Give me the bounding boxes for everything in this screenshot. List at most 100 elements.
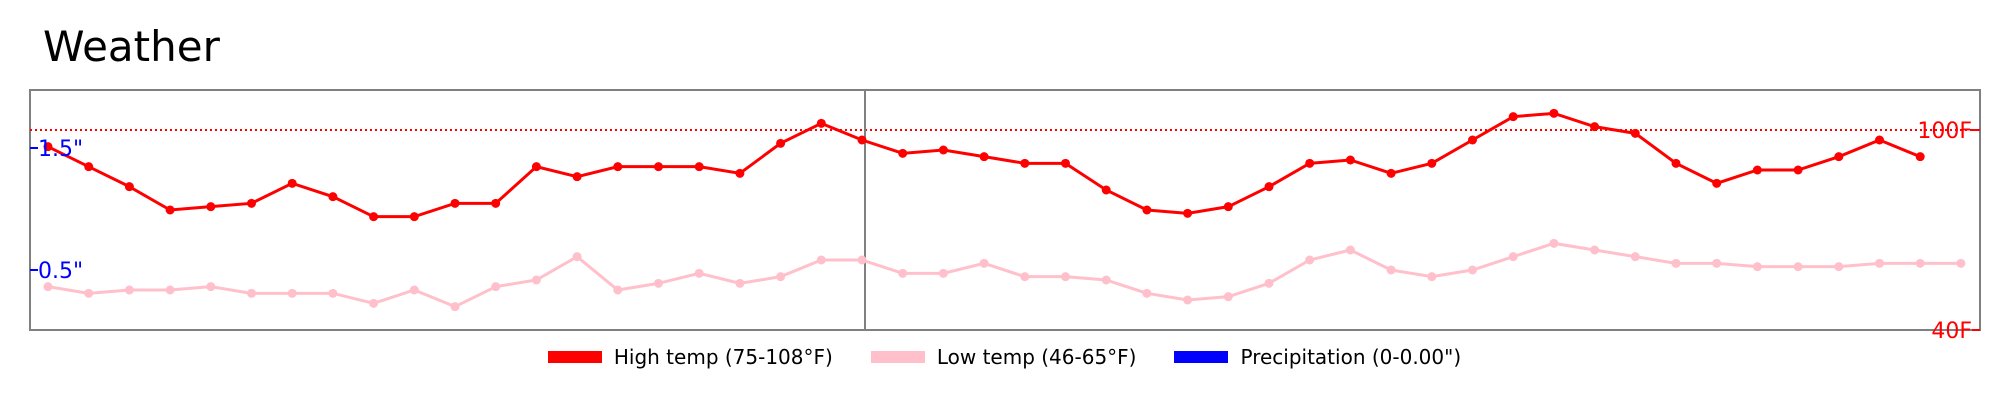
data-point-high [1101, 185, 1111, 195]
data-point-low [206, 282, 216, 292]
data-point-high [369, 212, 379, 222]
data-point-high [1630, 128, 1640, 138]
data-point-high [1142, 205, 1152, 215]
data-point-high [409, 212, 419, 222]
legend-label-precip: Precipitation (0-0.00") [1240, 345, 1462, 369]
data-point-low [1386, 265, 1396, 275]
data-point-high [613, 162, 623, 172]
data-point-low [979, 258, 989, 268]
legend-item-high: High temp (75-108°F) [547, 345, 833, 369]
data-point-low [1793, 262, 1803, 272]
data-point-low [1956, 258, 1966, 268]
data-point-low [491, 282, 501, 292]
data-point-high [1183, 208, 1193, 218]
data-point-high [694, 162, 704, 172]
data-point-high [1834, 152, 1844, 162]
data-point-high [1875, 135, 1884, 145]
data-point-low [1305, 255, 1315, 265]
data-point-low [1345, 245, 1355, 255]
data-point-low [735, 278, 745, 288]
data-point-low [613, 285, 623, 295]
data-point-high [1061, 158, 1070, 168]
data-point-low [369, 298, 379, 308]
data-point-high [1386, 168, 1396, 178]
data-point-high [1671, 158, 1681, 168]
tick-label-1-5in: 1.5" [38, 137, 83, 162]
data-point-low [572, 252, 582, 262]
data-point-low [898, 268, 908, 278]
data-point-high [776, 138, 786, 148]
data-point-low [1264, 278, 1274, 288]
weather-chart: 100F 40F 1.5" 0.5" [29, 89, 1981, 340]
data-point-low [776, 272, 786, 282]
data-point-high [1752, 165, 1762, 175]
legend-item-precip: Precipitation (0-0.00") [1174, 345, 1461, 369]
data-point-low [409, 285, 419, 295]
data-point-high [247, 198, 256, 208]
data-point-low [450, 302, 460, 312]
data-point-high [735, 168, 745, 178]
data-point-low [328, 288, 338, 298]
data-point-low [938, 268, 948, 278]
tick-label-40f: 40F [1931, 319, 1972, 340]
data-point-low [1549, 238, 1559, 248]
data-point-high [979, 152, 989, 162]
data-point-high [450, 198, 460, 208]
legend-item-low: Low temp (46-65°F) [870, 345, 1137, 369]
left-axis-ticks: 1.5" 0.5" [30, 137, 83, 284]
data-point-low [1183, 295, 1193, 305]
legend: High temp (75-108°F) Low temp (46-65°F) … [0, 345, 2009, 369]
data-point-high [938, 145, 948, 155]
data-point-low [43, 282, 53, 292]
data-point-high [1427, 158, 1437, 168]
data-point-low [247, 288, 256, 298]
data-point-low [1752, 262, 1762, 272]
data-point-high [1468, 135, 1477, 145]
plot-frame [29, 89, 1981, 331]
data-point-high [1915, 152, 1925, 162]
data-point-low [1712, 258, 1722, 268]
data-point-high [1305, 158, 1315, 168]
data-point-high [1712, 178, 1722, 188]
data-point-high [572, 172, 582, 182]
legend-swatch-high [547, 351, 602, 363]
data-point-low [857, 255, 867, 265]
data-point-low [1223, 292, 1233, 302]
data-point-high [328, 192, 338, 202]
data-point-high [124, 182, 134, 192]
data-point-high [816, 118, 826, 128]
data-point-high [1345, 155, 1355, 165]
data-point-high [654, 162, 663, 172]
data-point-high [165, 205, 175, 215]
data-point-low [1875, 258, 1884, 268]
data-point-high [1793, 165, 1803, 175]
data-point-low [1142, 288, 1152, 298]
data-point-high [1549, 108, 1559, 118]
data-point-high [898, 148, 908, 158]
series-line-low [47, 241, 1961, 309]
data-point-low [1590, 245, 1600, 255]
data-point-low [1630, 252, 1640, 262]
data-point-high [206, 202, 216, 212]
data-point-high [1223, 202, 1233, 212]
data-point-low [1427, 272, 1437, 282]
data-point-high [84, 162, 94, 172]
series-line-high [47, 111, 1921, 219]
chart-title: Weather [43, 22, 220, 71]
data-point-high [857, 135, 867, 145]
data-point-low [1834, 262, 1844, 272]
data-point-high [1508, 112, 1518, 122]
data-point-low [1020, 272, 1030, 282]
data-point-low [531, 275, 541, 285]
data-point-high [1020, 158, 1030, 168]
tick-label-0-5in: 0.5" [38, 259, 83, 284]
data-point-high [531, 162, 541, 172]
data-point-low [287, 288, 297, 298]
data-point-low [654, 278, 663, 288]
legend-label-high: High temp (75-108°F) [613, 345, 833, 369]
legend-swatch-precip [1174, 351, 1229, 363]
data-point-low [1101, 275, 1111, 285]
data-point-high [287, 178, 297, 188]
legend-label-low: Low temp (46-65°F) [936, 345, 1137, 369]
right-axis-ticks: 100F 40F [1917, 119, 1980, 340]
